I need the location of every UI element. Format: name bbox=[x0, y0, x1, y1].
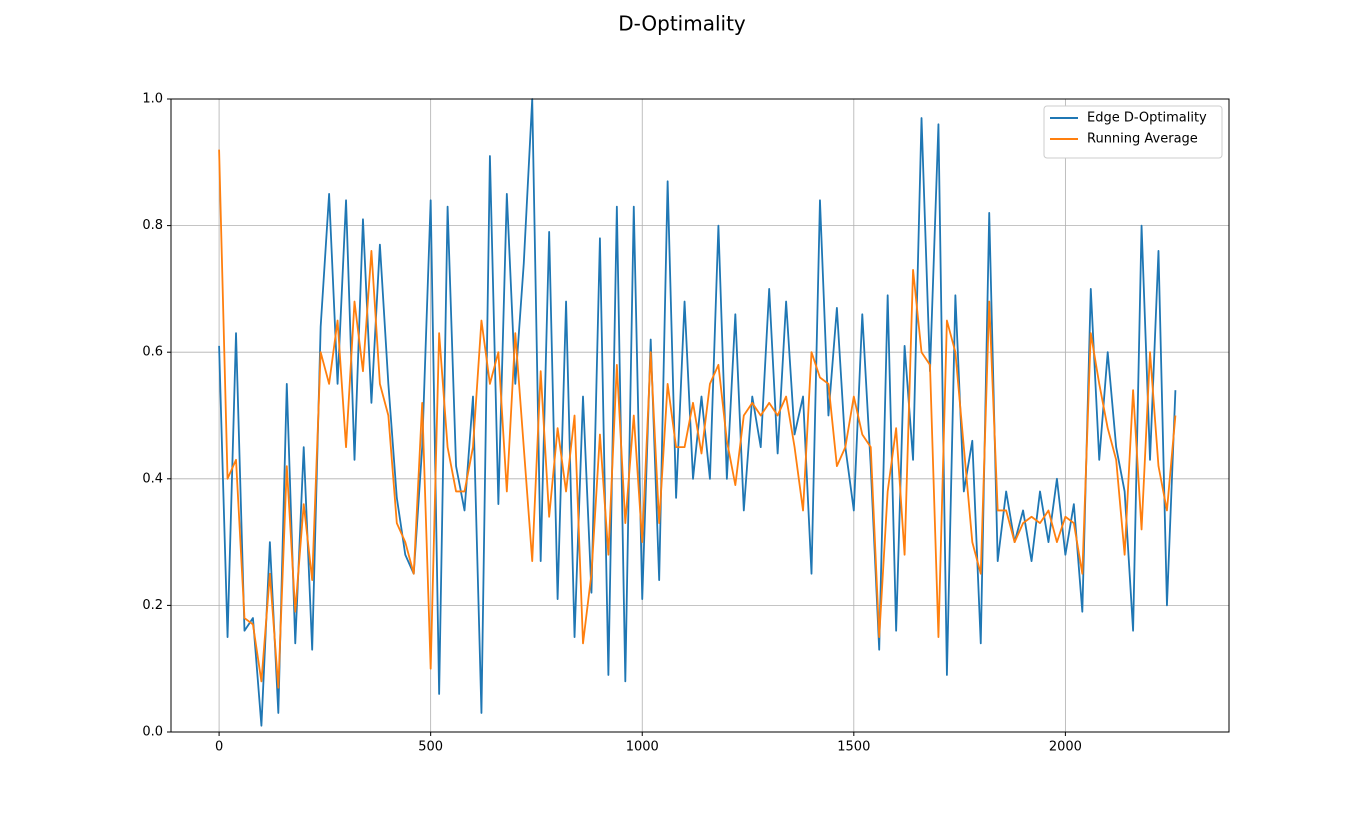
y-tick-label: 0.4 bbox=[142, 471, 163, 486]
legend-label: Running Average bbox=[1087, 132, 1198, 147]
x-tick-label: 1000 bbox=[626, 740, 659, 755]
y-tick-label: 0.2 bbox=[142, 598, 163, 613]
x-tick-label: 2000 bbox=[1049, 740, 1082, 755]
y-tick-label: 0.6 bbox=[142, 345, 163, 360]
y-tick-label: 1.0 bbox=[142, 92, 163, 107]
x-tick-label: 500 bbox=[418, 740, 443, 755]
plot-frame bbox=[170, 98, 1230, 733]
legend-label: Edge D-Optimality bbox=[1087, 111, 1207, 126]
y-tick-label: 0.0 bbox=[142, 725, 163, 740]
chart-title: D-Optimality bbox=[618, 12, 746, 36]
x-tick-label: 0 bbox=[215, 740, 223, 755]
y-tick-label: 0.8 bbox=[142, 218, 163, 233]
series-line bbox=[218, 149, 1177, 689]
series-line bbox=[218, 98, 1177, 727]
legend-box bbox=[1043, 105, 1223, 159]
x-tick-label: 1500 bbox=[837, 740, 870, 755]
